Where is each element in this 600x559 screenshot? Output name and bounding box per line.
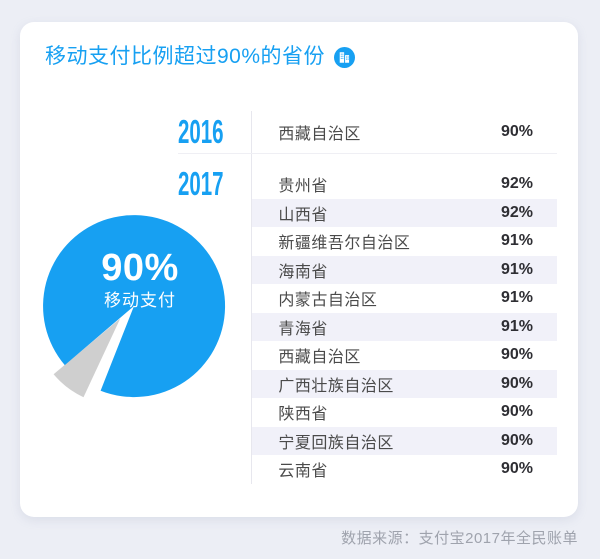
table-section-2017: 2017 贵州省 92% 山西省 92% 新疆维吾尔自治区 91% 海南省 91… xyxy=(178,154,557,484)
percent-value: 91% xyxy=(500,260,533,278)
pie-slice-other xyxy=(53,318,121,398)
province-name: 贵州省 xyxy=(278,178,328,196)
province-name: 云南省 xyxy=(278,463,328,481)
province-name: 宁夏回族自治区 xyxy=(278,434,394,452)
pie-center-label: 90% 移动支付 xyxy=(40,247,240,311)
table-row: 青海省 91% xyxy=(252,312,557,341)
table-row: 新疆维吾尔自治区 91% xyxy=(252,227,557,256)
section-rows: 贵州省 92% 山西省 92% 新疆维吾尔自治区 91% 海南省 91% 内蒙古… xyxy=(251,154,557,484)
pie-percent-caption: 移动支付 xyxy=(104,290,176,310)
percent-value: 90% xyxy=(500,403,533,421)
percent-value: 91% xyxy=(500,317,533,335)
percent-value: 91% xyxy=(500,289,533,307)
year-label-2016: 2016 xyxy=(178,113,224,150)
province-table: 2016 西藏自治区 90% 2017 贵州省 92% 山西省 92% 新疆维吾… xyxy=(178,111,557,484)
table-row: 山西省 92% xyxy=(252,198,557,227)
province-name: 新疆维吾尔自治区 xyxy=(278,235,411,253)
province-name: 陕西省 xyxy=(278,406,328,424)
table-row: 贵州省 92% xyxy=(252,170,557,199)
percent-value: 90% xyxy=(500,346,533,364)
province-name: 山西省 xyxy=(278,206,328,224)
percent-value: 90% xyxy=(500,460,533,478)
table-row: 内蒙古自治区 91% xyxy=(252,284,557,313)
percent-value: 91% xyxy=(500,232,533,250)
table-row: 陕西省 90% xyxy=(252,398,557,427)
year-label-2017: 2017 xyxy=(178,165,224,202)
province-name: 广西壮族自治区 xyxy=(278,377,394,395)
province-name: 海南省 xyxy=(278,263,328,281)
percent-value: 90% xyxy=(500,431,533,449)
province-name: 青海省 xyxy=(278,320,328,338)
table-row: 西藏自治区 90% xyxy=(252,341,557,370)
section-divider xyxy=(178,153,557,154)
pie-percent-value: 90% xyxy=(101,247,179,289)
province-name: 西藏自治区 xyxy=(278,126,361,143)
stat-card: 移动支付比例超过90%的省份 xyxy=(20,22,578,517)
table-section-2016: 2016 西藏自治区 90% xyxy=(178,111,557,153)
table-row: 海南省 91% xyxy=(252,255,557,284)
province-name: 内蒙古自治区 xyxy=(278,292,378,310)
percent-value: 92% xyxy=(500,175,533,193)
percent-value: 92% xyxy=(500,203,533,221)
table-row: 宁夏回族自治区 90% xyxy=(252,426,557,455)
pie-slice-mobile xyxy=(43,215,226,398)
percent-value: 90% xyxy=(500,374,533,392)
page-title: 移动支付比例超过90%的省份 xyxy=(45,45,326,68)
data-source: 数据来源：支付宝2017年全民账单 xyxy=(341,530,578,547)
table-row: 云南省 90% xyxy=(252,455,557,484)
pie-chart: 90% 移动支付 xyxy=(40,210,240,410)
percent-value: 90% xyxy=(500,123,533,140)
section-rows: 西藏自治区 90% xyxy=(251,111,557,153)
buildings-icon xyxy=(334,46,356,68)
table-row: 广西壮族自治区 90% xyxy=(252,369,557,398)
province-name: 西藏自治区 xyxy=(278,349,361,367)
table-row: 西藏自治区 90% xyxy=(252,111,557,153)
card-header: 移动支付比例超过90%的省份 xyxy=(45,42,356,72)
